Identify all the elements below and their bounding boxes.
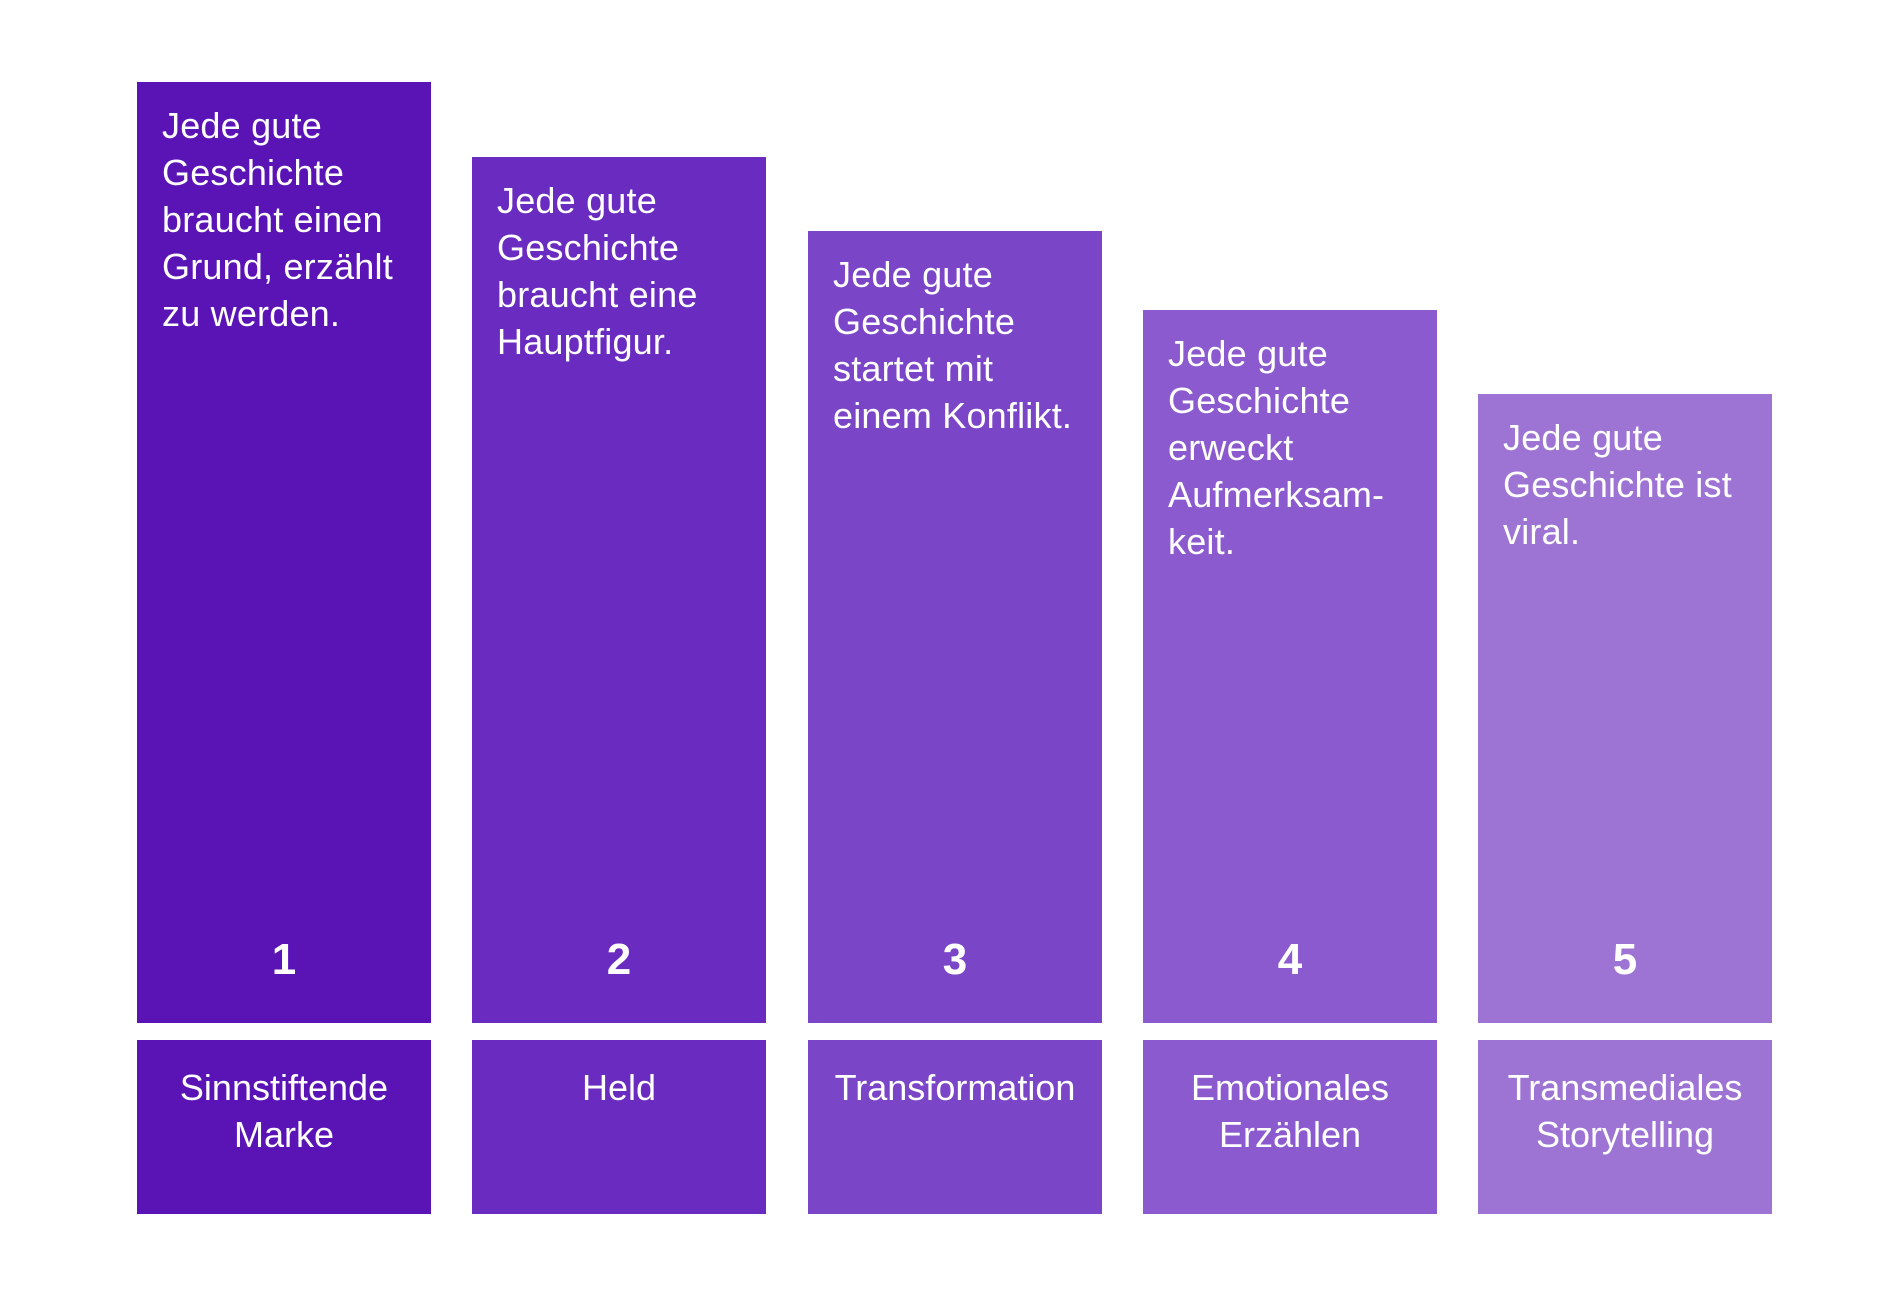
step-label-box-3: Transformation <box>808 1040 1102 1214</box>
step-number: 4 <box>1277 935 1303 984</box>
step-number: 3 <box>942 935 968 984</box>
step-statement: Jede gute Geschichte ist viral. <box>1503 417 1732 552</box>
step-statement: Jede gute Geschichte braucht eine Hauptf… <box>497 180 698 362</box>
step-bar-2: Jede gute Geschichte braucht eine Hauptf… <box>472 157 766 1023</box>
step-statement: Jede gute Geschichte startet mit einem K… <box>833 254 1073 436</box>
step-label: Sinnstiftende Marke <box>179 1067 389 1155</box>
step-bar-1: Jede gute Geschichte braucht einen Grund… <box>137 82 431 1023</box>
step-statement: Jede gute Geschichte erweckt Aufmerksam-… <box>1168 333 1385 562</box>
step-number: 2 <box>606 935 632 984</box>
step-label: Transmediales Storytelling <box>1507 1067 1743 1155</box>
step-bar-3: Jede gute Geschichte startet mit einem K… <box>808 231 1102 1023</box>
step-label: Held <box>581 1067 657 1108</box>
step-number: 5 <box>1612 935 1638 984</box>
step-label-box-1: Sinnstiftende Marke <box>137 1040 431 1214</box>
step-label-box-5: Transmediales Storytelling <box>1478 1040 1772 1214</box>
step-label-box-4: Emotionales Erzählen <box>1143 1040 1437 1214</box>
step-label: Transformation <box>834 1067 1076 1108</box>
step-label-box-2: Held <box>472 1040 766 1214</box>
step-bar-5: Jede gute Geschichte ist viral. 5 <box>1478 394 1772 1023</box>
step-number: 1 <box>271 935 297 984</box>
step-label: Emotionales Erzählen <box>1190 1067 1390 1155</box>
step-statement: Jede gute Geschichte braucht einen Grund… <box>162 105 393 334</box>
step-bar-4: Jede gute Geschichte erweckt Aufmerksam-… <box>1143 310 1437 1023</box>
